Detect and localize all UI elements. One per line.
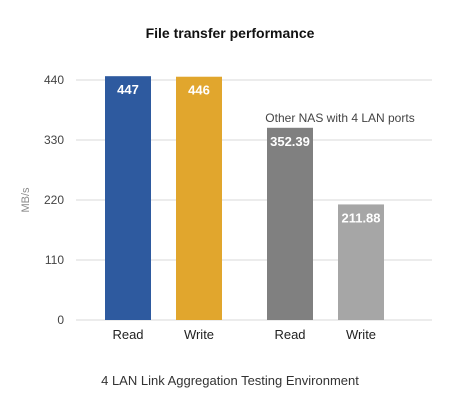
category-label-4: Write: [346, 327, 376, 342]
y-axis-ticks: 0 110 220 330 440: [44, 73, 64, 327]
y-tick-label: 330: [44, 133, 64, 147]
category-label-3: Read: [274, 327, 305, 342]
y-axis-label: MB/s: [20, 187, 32, 213]
category-label-1: Read: [112, 327, 143, 342]
category-labels-layer: Read Write Read Write: [112, 327, 376, 342]
comparison-annotation: Other NAS with 4 LAN ports: [265, 111, 414, 125]
bar-3: [267, 127, 313, 321]
chart-title: File transfer performance: [146, 25, 315, 41]
category-label-2: Write: [184, 327, 214, 342]
value-label-1: 447: [117, 82, 139, 97]
value-label-4: 211.88: [341, 210, 380, 225]
bar-1: [105, 76, 151, 320]
y-tick-label: 110: [45, 253, 64, 267]
bar-4: [338, 204, 384, 320]
y-tick-label: 0: [57, 313, 64, 327]
chart-caption: 4 LAN Link Aggregation Testing Environme…: [101, 373, 359, 388]
bars-layer: [105, 76, 384, 321]
bar-2: [176, 76, 222, 321]
value-label-2: 446: [188, 83, 210, 98]
value-labels-layer: 447 446 352.39 211.88: [117, 82, 380, 225]
y-tick-label: 440: [44, 73, 64, 87]
value-label-3: 352.39: [270, 134, 310, 149]
y-tick-label: 220: [44, 193, 64, 207]
